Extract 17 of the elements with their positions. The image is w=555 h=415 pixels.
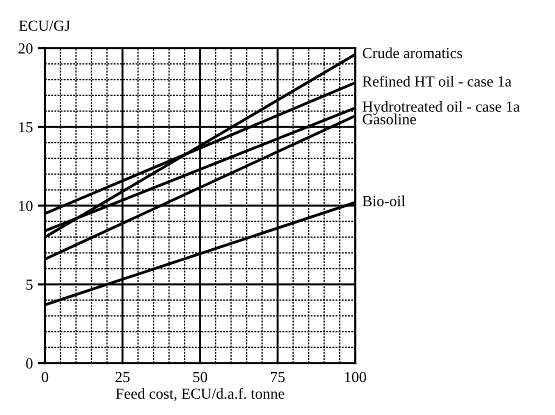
x-tick-label: 25 (116, 372, 130, 382)
x-tick-label: 0 (42, 372, 48, 382)
x-axis-title: Feed cost, ECU/d.a.f. tonne (116, 388, 284, 402)
x-tick-label: 50 (193, 372, 208, 382)
x-tick-label: 75 (271, 372, 285, 382)
y-tick-label: 10 (19, 200, 33, 212)
series-label: Crude aromatics (362, 48, 462, 58)
x-tick-label: 100 (345, 372, 366, 382)
series-label: Gasoline (362, 114, 416, 124)
series-label: Refined HT oil - case 1a (362, 76, 512, 87)
y-tick-label: 0 (26, 358, 33, 369)
y-tick-label: 15 (19, 122, 33, 132)
y-tick-label: 20 (18, 43, 33, 54)
y-axis-title: ECU/GJ (19, 20, 70, 31)
y-tick-label: 5 (26, 280, 33, 290)
series-label: Hydrotreated oil - case 1a (362, 101, 520, 115)
series-label: Bio-oil (362, 196, 406, 206)
